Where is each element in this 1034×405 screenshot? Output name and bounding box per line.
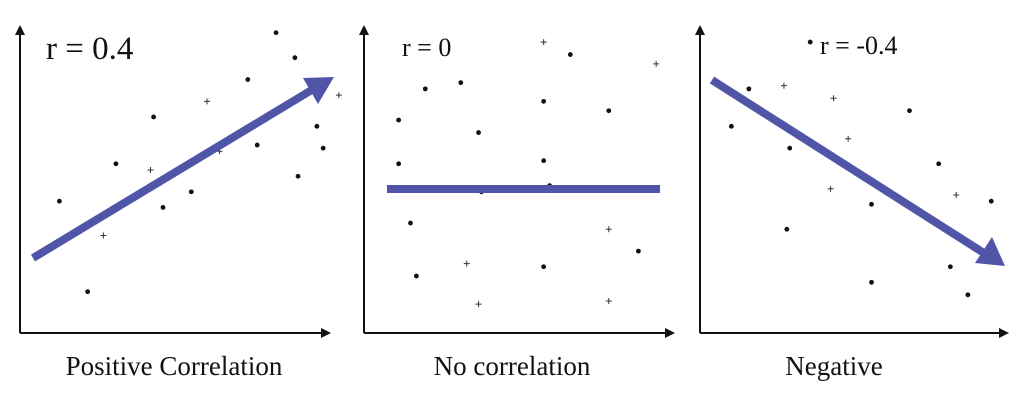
data-point [476, 130, 481, 135]
data-point-cross [203, 98, 210, 105]
panel-caption: Negative [785, 351, 882, 381]
data-point [273, 30, 279, 36]
data-point [396, 117, 402, 123]
data-point [408, 220, 413, 226]
data-point [965, 292, 971, 298]
data-point [606, 108, 612, 114]
data-point [541, 264, 547, 270]
panel-caption: Positive Correlation [66, 351, 283, 381]
r-value-label: r = 0 [402, 33, 451, 62]
data-point-cross [100, 232, 107, 239]
data-point [541, 158, 547, 164]
panel-no-correlation: r = 0 No correlation [359, 25, 675, 381]
data-point [636, 248, 641, 254]
data-point [784, 226, 790, 232]
data-point [151, 114, 157, 120]
panel-positive: r = 0.4 Positive Correlation [15, 25, 342, 381]
data-point [567, 52, 573, 57]
data-point [422, 86, 428, 92]
data-point [396, 161, 402, 167]
data-point [314, 123, 320, 129]
data-point-cross [827, 185, 834, 192]
data-point [320, 145, 326, 151]
data-point [869, 201, 874, 207]
data-point-cross [605, 226, 612, 233]
r-value-label: r = 0.4 [46, 31, 133, 67]
data-point [113, 161, 119, 167]
data-point [947, 264, 953, 270]
panel-caption: No correlation [434, 351, 591, 381]
data-point-cross [845, 135, 852, 142]
data-point-cross [475, 301, 482, 308]
data-point [458, 80, 464, 86]
data-point [160, 205, 166, 210]
data-point [85, 289, 91, 295]
data-point [807, 39, 813, 45]
data-point-cross [540, 39, 547, 46]
data-point [728, 123, 734, 129]
data-point [541, 98, 547, 104]
r-value-label: r = -0.4 [820, 31, 897, 60]
trend-arrow-line [709, 76, 990, 259]
data-point-cross [830, 95, 837, 102]
data-point [746, 86, 752, 92]
panel-negative: r = -0.4 Negative [695, 25, 1009, 381]
data-point-cross [605, 298, 612, 305]
data-point [787, 145, 793, 151]
data-point-cross [147, 167, 154, 173]
data-point [295, 173, 301, 179]
trend-arrow-line [30, 84, 318, 262]
data-point [254, 142, 260, 148]
data-point [414, 273, 419, 279]
trend-arrow-head [303, 77, 334, 104]
data-point-cross [335, 92, 342, 99]
data-point-cross [780, 82, 787, 89]
data-point [245, 77, 251, 82]
trend-arrow-head [975, 237, 1005, 266]
data-point [988, 198, 994, 204]
data-point [188, 189, 194, 195]
data-point [57, 198, 62, 204]
data-point [292, 55, 298, 61]
data-point [936, 161, 942, 167]
data-point-cross [463, 260, 470, 267]
data-point [907, 108, 912, 114]
data-point-cross [953, 191, 960, 198]
data-point [869, 279, 874, 285]
data-point-cross [653, 60, 660, 67]
